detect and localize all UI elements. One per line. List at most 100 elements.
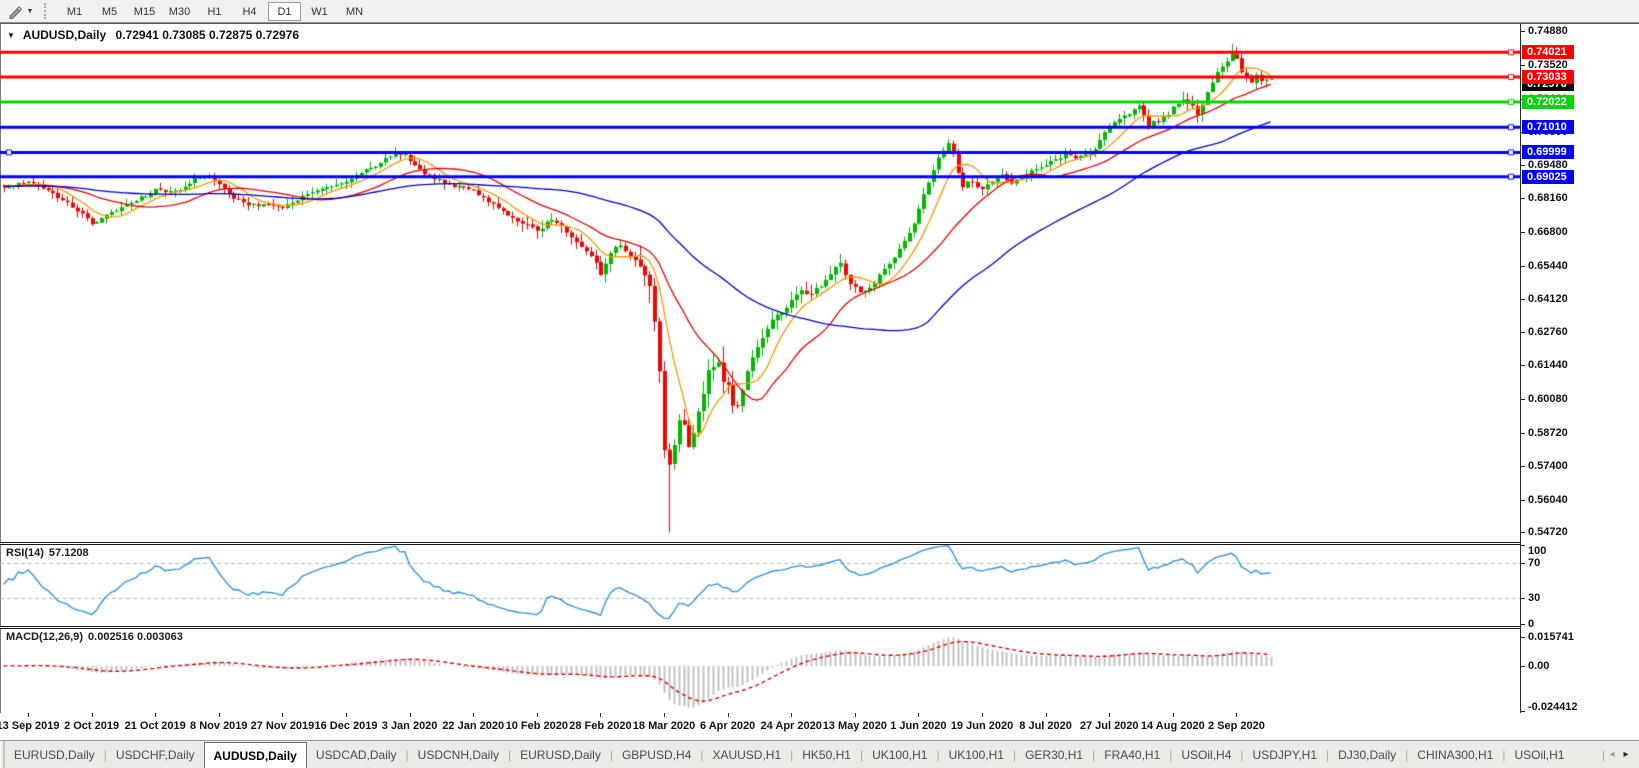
date-axis-tick <box>600 713 602 717</box>
axis-tick <box>1521 465 1525 467</box>
rsi-indicator-name: RSI(14) <box>6 547 44 559</box>
timeframe-button-m5[interactable]: M5 <box>101 5 118 18</box>
pen-icon-glyph <box>8 5 22 19</box>
toolbar-grip[interactable] <box>44 3 51 19</box>
axis-tick <box>1521 198 1525 200</box>
date-axis-label: 13 May 2020 <box>822 720 887 732</box>
rsi-indicator-canvas[interactable] <box>0 545 1520 626</box>
tab-separator: | <box>405 747 409 762</box>
hline-price-tag-0.74021[interactable]: 0.74021 <box>1522 45 1574 60</box>
price-axis-label: 0.60080 <box>1528 393 1568 406</box>
date-axis-label: 8 Nov 2019 <box>190 720 248 732</box>
tab-separator: | <box>1502 747 1506 762</box>
axis-tick <box>1521 231 1525 233</box>
main-price-chart-canvas[interactable] <box>0 24 1520 542</box>
chart-tab-uk100-h1-10[interactable]: UK100,H1 <box>948 747 1004 762</box>
timeframe-button-m15[interactable]: M15 <box>133 5 156 18</box>
axis-tick <box>1521 562 1525 564</box>
chart-tab-china300-h1-16[interactable]: CHINA300,H1 <box>1417 747 1494 762</box>
date-axis-label: 22 Jan 2020 <box>442 720 505 732</box>
date-axis-tick <box>473 713 475 717</box>
chart-tab-usdcnh-daily-4[interactable]: USDCNH,Daily <box>417 747 500 762</box>
chart-tab-hk50-h1-8[interactable]: HK50,H1 <box>802 747 851 762</box>
tab-separator: | <box>1240 747 1244 762</box>
tab-separator: | <box>1012 747 1017 762</box>
date-axis-label: 6 Apr 2020 <box>699 720 756 732</box>
chart-tab-usdjpy-h1-14[interactable]: USDJPY,H1 <box>1252 747 1318 762</box>
axis-tick <box>1521 624 1525 626</box>
date-axis-tick <box>155 713 157 717</box>
chart-tab-usdchf-daily-1[interactable]: USDCHF,Daily <box>115 747 195 762</box>
rsi-current-value: 57.1208 <box>48 547 89 559</box>
draw-tool-icon[interactable] <box>4 2 24 20</box>
tab-separator: | <box>1169 747 1173 762</box>
timeframe-button-d1[interactable]: D1 <box>268 1 301 21</box>
tab-separator: | <box>103 747 107 762</box>
timeframe-button-w1[interactable]: W1 <box>311 5 328 18</box>
date-axis-tick <box>854 713 856 717</box>
chart-tab-usoil-h4-13[interactable]: USOil,H4 <box>1181 747 1232 762</box>
timeframe-button-h1[interactable]: H1 <box>207 5 222 18</box>
panel-splitter-rsi-macd[interactable] <box>0 626 1639 629</box>
price-axis-label: 0.65440 <box>1528 259 1568 272</box>
axis-tick <box>1521 432 1525 434</box>
date-axis-label: 14 Aug 2020 <box>1140 720 1205 732</box>
hline-price-tag-0.73033[interactable]: 0.73033 <box>1522 69 1574 84</box>
collapse-arrow-icon[interactable]: ▼ <box>7 31 15 40</box>
price-axis-label: 0.57400 <box>1528 459 1568 472</box>
chart-tab-uk100-h1-9[interactable]: UK100,H1 <box>872 747 928 762</box>
axis-tick <box>1521 332 1525 334</box>
tabbar-grip[interactable] <box>0 741 5 768</box>
date-axis-label: 28 Feb 2020 <box>569 720 632 732</box>
hline-price-tag-0.69999[interactable]: 0.69999 <box>1522 145 1574 160</box>
chart-tab-usdcad-daily-3[interactable]: USDCAD,Daily <box>315 747 397 762</box>
tabs-host: EURUSD,Daily | USDCHF,Daily AUDUSD,Daily USD… <box>5 741 1573 768</box>
date-axis-tick <box>918 713 920 717</box>
tab-separator: | <box>859 747 864 762</box>
chart-tab-ger30-h1-11[interactable]: GER30,H1 <box>1025 747 1084 762</box>
price-axis[interactable]: 0.748800.735200.721600.708000.694800.681… <box>1520 24 1639 713</box>
date-axis-tick <box>218 713 220 717</box>
tab-scroll-right-icon[interactable]: ▸ <box>1623 749 1629 760</box>
hline-price-tag-0.71010[interactable]: 0.71010 <box>1522 120 1574 135</box>
timeframe-button-m1[interactable]: M1 <box>66 5 83 18</box>
hline-price-tag-0.72022[interactable]: 0.72022 <box>1522 95 1574 110</box>
chart-tab-dj30-daily-15[interactable]: DJ30,Daily <box>1338 747 1397 762</box>
date-axis-label: 27 Nov 2019 <box>250 720 315 732</box>
timeframe-button-h4[interactable]: H4 <box>242 5 257 18</box>
tab-separator: | <box>609 747 613 762</box>
date-axis-tick <box>91 713 93 717</box>
timeframe-button-mn[interactable]: MN <box>345 5 364 18</box>
date-axis-tick <box>282 713 284 717</box>
date-axis-tick <box>982 713 983 717</box>
date-axis-tick <box>791 713 793 717</box>
axis-tick <box>1521 532 1525 534</box>
chart-tab-gbpusd-h4-6[interactable]: GBPUSD,H4 <box>621 747 692 762</box>
date-axis[interactable]: 13 Sep 2019 2 Oct 2019 21 Oct 2019 8 Nov 20… <box>0 713 1639 740</box>
price-axis-label: 0.66800 <box>1528 225 1568 238</box>
price-axis-label: 0.62760 <box>1528 326 1568 339</box>
chart-tab-fra40-h1-12[interactable]: FRA40,H1 <box>1104 747 1161 762</box>
chart-tab-eurusd-daily-5[interactable]: EURUSD,Daily <box>520 747 601 762</box>
axis-tick <box>1521 399 1525 401</box>
chart-tab-eurusd-daily-0[interactable]: EURUSD,Daily <box>14 747 95 762</box>
rsi-axis-label: 0 <box>1528 618 1535 631</box>
hline-price-tag-0.69025[interactable]: 0.69025 <box>1522 169 1574 184</box>
timeframe-button-m30[interactable]: M30 <box>168 5 191 18</box>
toolbar: ▼ M1 M5 M15 M30 H1 H4 D1 W1 MN <box>0 0 1639 23</box>
price-axis-label: 0.61440 <box>1528 359 1568 372</box>
macd-indicator-canvas[interactable] <box>0 629 1520 713</box>
rsi-axis-label: 70 <box>1528 556 1541 569</box>
axis-tick <box>1521 298 1525 300</box>
chart-tab-usoil-h1-17[interactable]: USOil,H1 <box>1514 747 1565 762</box>
tab-scroll-left-icon[interactable]: ◂ <box>1609 749 1615 760</box>
date-axis-tick <box>664 713 665 717</box>
price-axis-label: 0.56040 <box>1528 493 1568 506</box>
chart-tab-xauusd-h1-7[interactable]: XAUUSD,H1 <box>712 747 782 762</box>
chart-tab-audusd-daily-2[interactable]: AUDUSD,Daily <box>203 742 307 768</box>
panel-splitter-main-rsi[interactable] <box>0 542 1639 545</box>
date-axis-tick <box>346 713 347 717</box>
dropdown-caret-icon[interactable]: ▼ <box>26 7 34 15</box>
tab-separator: | <box>1092 747 1096 762</box>
